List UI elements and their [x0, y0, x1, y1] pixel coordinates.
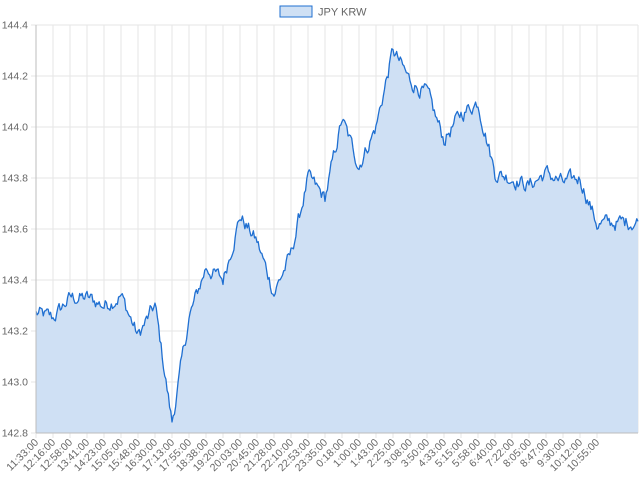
y-tick-label: 144.2 — [2, 71, 28, 83]
series-line — [35, 48, 639, 423]
y-tick-label: 144.4 — [2, 20, 28, 32]
y-tick-label: 144.0 — [2, 122, 28, 134]
legend-label[interactable]: JPY KRW — [318, 7, 367, 19]
series-layer — [35, 48, 639, 433]
y-tick-label: 142.8 — [2, 428, 28, 440]
y-tick-label: 143.0 — [2, 377, 28, 389]
y-tick-label: 143.4 — [2, 275, 28, 287]
y-tick-label: 143.8 — [2, 173, 28, 185]
legend-swatch[interactable] — [279, 5, 313, 18]
y-tick-label: 143.2 — [2, 326, 28, 338]
legend[interactable]: JPY KRW — [279, 5, 367, 19]
y-tick-label: 143.6 — [2, 224, 28, 236]
series-area-fill — [36, 48, 638, 433]
